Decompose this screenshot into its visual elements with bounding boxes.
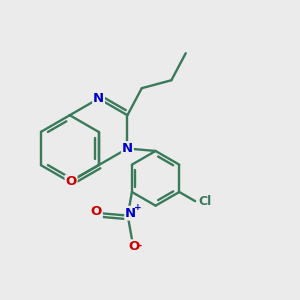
Text: O: O (91, 206, 102, 218)
Text: N: N (93, 92, 104, 105)
Text: N: N (125, 207, 136, 220)
Text: O: O (65, 176, 77, 188)
Text: O: O (128, 240, 139, 253)
Text: +: + (134, 203, 141, 212)
Text: Cl: Cl (198, 195, 211, 208)
Text: N: N (122, 142, 133, 155)
Text: -: - (137, 241, 141, 250)
